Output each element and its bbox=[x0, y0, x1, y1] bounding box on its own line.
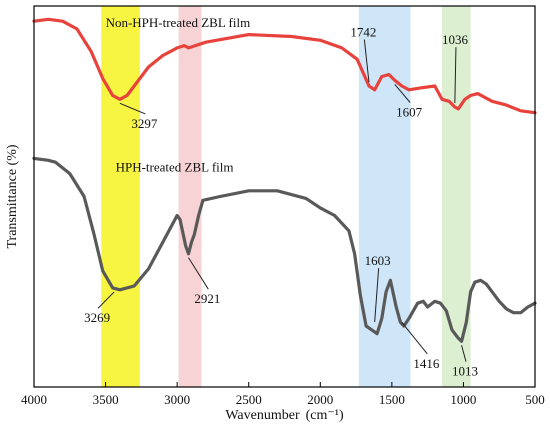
x-axis-ticks: 4000 3500 3000 2500 2000 1500 1000 500 bbox=[21, 382, 545, 407]
x-tick-label-5: 1500 bbox=[379, 392, 405, 407]
x-axis-label-text: Wavenumber bbox=[225, 408, 300, 423]
x-tick-label-0: 4000 bbox=[21, 392, 47, 407]
x-tick-label-7: 500 bbox=[525, 392, 545, 407]
annotation-label-2: 1607 bbox=[396, 104, 423, 119]
highlight-bands bbox=[101, 6, 471, 387]
peak-annotations: 3297 1742 1607 1036 3269 2921 1603 1416 1013 bbox=[84, 24, 478, 378]
x-tick-label-2: 3000 bbox=[164, 392, 190, 407]
x-axis-label: Wavenumber (cm⁻¹) bbox=[225, 408, 344, 423]
series-labels: Non-HPH-treated ZBL film HPH-treated ZBL … bbox=[106, 15, 251, 175]
x-tick-label-6: 1000 bbox=[450, 392, 476, 407]
annotation-arrow-2 bbox=[394, 83, 411, 103]
x-axis-label-unit: (cm⁻¹) bbox=[306, 408, 344, 423]
annotation-label-5: 2921 bbox=[194, 291, 220, 306]
annotation-label-8: 1013 bbox=[452, 364, 478, 379]
x-tick-label-3: 2500 bbox=[236, 392, 262, 407]
annotation-arrow-6 bbox=[374, 268, 380, 323]
x-tick-label-1: 3500 bbox=[93, 392, 119, 407]
annotation-arrow-4 bbox=[97, 291, 115, 309]
annotation-label-4: 3269 bbox=[84, 310, 110, 325]
annotation-arrow-3 bbox=[454, 47, 457, 103]
annotation-arrow-0 bbox=[119, 102, 146, 115]
highlight-band-0 bbox=[101, 6, 140, 387]
y-axis-label: Transmittance (%) bbox=[5, 144, 20, 248]
highlight-band-3 bbox=[441, 6, 471, 387]
annotation-label-3: 1036 bbox=[442, 32, 469, 47]
plot-frame bbox=[33, 5, 536, 388]
spectrum-series bbox=[32, 17, 537, 343]
annotation-label-6: 1603 bbox=[365, 253, 391, 268]
series-label-1: HPH-treated ZBL film bbox=[116, 160, 234, 175]
highlight-band-1 bbox=[178, 6, 202, 387]
annotation-label-1: 1742 bbox=[350, 24, 376, 39]
annotation-arrow-8 bbox=[461, 345, 467, 362]
series-label-0: Non-HPH-treated ZBL film bbox=[106, 15, 251, 30]
annotation-arrow-7 bbox=[401, 322, 428, 355]
annotation-arrow-5 bbox=[188, 257, 209, 290]
annotation-arrow-1 bbox=[363, 39, 370, 83]
annotation-label-0: 3297 bbox=[131, 116, 158, 131]
x-tick-label-4: 2000 bbox=[307, 392, 333, 407]
annotation-label-7: 1416 bbox=[413, 356, 440, 371]
series-line-0 bbox=[32, 17, 537, 115]
series-line-1 bbox=[32, 156, 537, 343]
